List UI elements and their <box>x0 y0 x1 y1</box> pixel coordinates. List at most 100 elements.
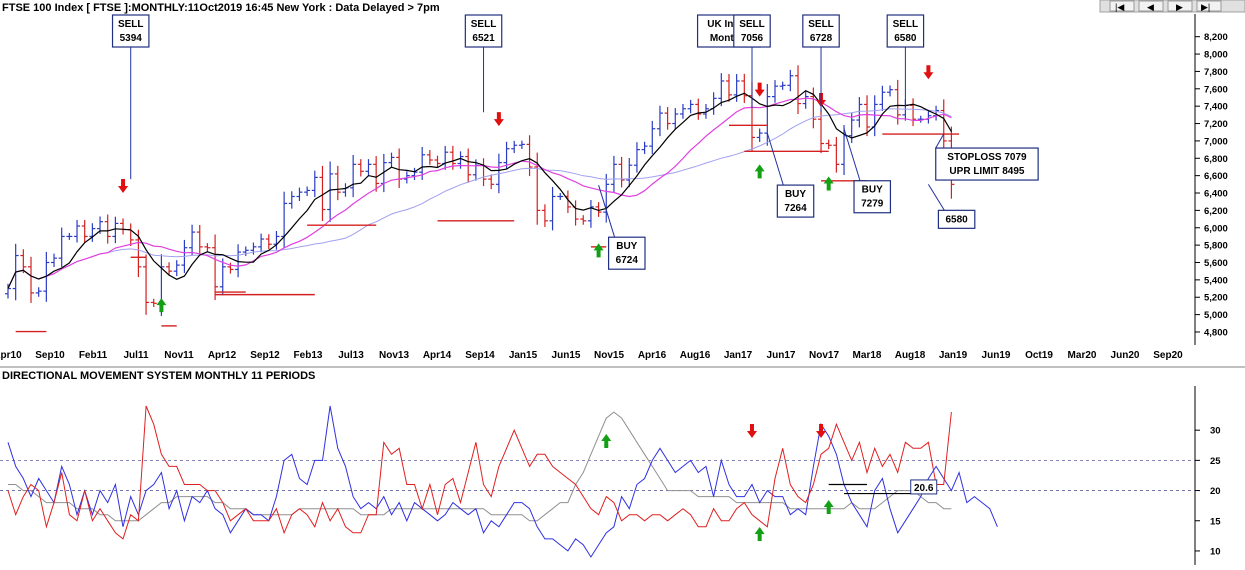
sell-arrow-icon <box>746 424 757 438</box>
buy-arrow-icon <box>823 176 834 191</box>
x-tick-label: Nov11 <box>164 350 194 361</box>
buy-arrow-icon-shape <box>754 527 765 541</box>
y-tick-label: 7,800 <box>1204 67 1228 78</box>
annotation-text: Monthly <box>710 33 749 44</box>
annotation-connector <box>766 132 784 186</box>
buy-arrow-icon <box>156 298 167 313</box>
buy-arrow-icon-shape <box>601 434 612 448</box>
x-tick-label: Sep10 <box>35 350 65 361</box>
x-tick-label: Jul11 <box>123 350 148 361</box>
annotation-text: SELL <box>808 19 834 30</box>
dmi-y-tick-label: 10 <box>1210 546 1221 557</box>
annotation-box: SELL 6728 <box>802 14 840 113</box>
annotation-text: BUY <box>862 185 883 196</box>
x-tick-label: Apr10 <box>0 350 22 361</box>
buy-arrow-icon-shape <box>754 164 765 179</box>
annotation-frame <box>853 180 892 214</box>
moving-average-short-line <box>7 89 952 289</box>
sell-arrow-icon <box>923 65 934 80</box>
dmi-value-label: 20.6 <box>910 479 938 495</box>
y-tick-label: 4,800 <box>1204 327 1228 338</box>
x-tick-label: Aug16 <box>680 350 711 361</box>
sell-arrow-icon-shape <box>493 112 504 127</box>
annotation-text: UPR LIMIT 8495 <box>949 166 1024 177</box>
annotation-box: SELL 6580 <box>886 14 925 107</box>
dmi-value-frame <box>910 479 938 495</box>
annotation-text: BUY <box>616 241 637 252</box>
x-tick-label: Jun20 <box>1111 350 1140 361</box>
x-tick-label: Apr14 <box>423 350 452 361</box>
annotation-text: SELL <box>893 19 919 30</box>
next-page-button[interactable]: ▶ <box>1167 0 1193 12</box>
dmi-value-text: 20.6 <box>914 483 934 494</box>
x-tick-label: Sep12 <box>250 350 280 361</box>
previous-page-button[interactable]: ◀ <box>1138 0 1164 12</box>
y-tick-label: 5,400 <box>1204 275 1228 286</box>
annotation-frame <box>937 209 976 229</box>
dmi-pane: 10 15 20 25 30 20.6 <box>0 386 1221 565</box>
sell-arrow-icon <box>493 112 504 127</box>
x-tick-label: Nov15 <box>594 350 624 361</box>
annotation-frame <box>935 147 1039 181</box>
svg-text:▶: ▶ <box>1176 2 1183 12</box>
y-tick-label: 6,200 <box>1204 206 1228 217</box>
sell-arrow-icon-shape <box>923 65 934 80</box>
x-tick-label: Apr12 <box>208 350 237 361</box>
annotation-box: SELL 5394 <box>111 14 150 180</box>
svg-text:◀: ◀ <box>1147 2 1154 12</box>
x-tick-label: Jun17 <box>767 350 796 361</box>
annotation-frame <box>111 14 150 48</box>
y-tick-label: 5,600 <box>1204 258 1228 269</box>
buy-arrow-icon <box>754 164 765 179</box>
price-pane: 4,800 5,000 5,200 5,400 5,600 5,800 6,000 6,200… <box>5 14 1228 345</box>
adx-line <box>8 411 952 522</box>
annotation-connector <box>598 185 616 238</box>
svg-text:▶|: ▶| <box>1201 2 1210 12</box>
x-tick-label: Feb13 <box>294 350 323 361</box>
dmi-y-tick-label: 20 <box>1210 486 1221 497</box>
annotation-text: 7056 <box>741 33 764 44</box>
x-tick-label: Jul13 <box>338 350 364 361</box>
x-tick-label: Aug18 <box>895 350 926 361</box>
chart-title: FTSE 100 Index [ FTSE ]:MONTHLY:11Oct201… <box>2 2 440 14</box>
x-tick-label: Jun15 <box>552 350 581 361</box>
buy-arrow-icon <box>593 243 604 258</box>
x-tick-label: Sep14 <box>465 350 495 361</box>
sell-arrow-icon-shape <box>816 424 827 438</box>
x-tick-label: Jan19 <box>939 350 968 361</box>
y-tick-label: 7,000 <box>1204 136 1228 147</box>
annotation-frame <box>886 14 925 48</box>
buy-arrow-icon <box>823 500 834 514</box>
y-tick-label: 7,200 <box>1204 119 1228 130</box>
buy-arrow-icon-shape <box>823 500 834 514</box>
annotation-text: 5394 <box>120 33 143 44</box>
x-tick-label: Oct19 <box>1025 350 1053 361</box>
annotation-box: SELL 7056 <box>733 14 771 108</box>
x-tick-label: Mar18 <box>853 350 882 361</box>
x-tick-label: Apr16 <box>638 350 667 361</box>
annotation-text: STOPLOSS 7079 <box>947 152 1027 163</box>
buy-arrow-icon <box>754 527 765 541</box>
sell-arrow-icon <box>754 82 765 97</box>
x-tick-label: Jan15 <box>509 350 538 361</box>
buy-arrow-icon-shape <box>156 298 167 313</box>
last-page-button[interactable]: ▶| <box>1196 0 1222 12</box>
sell-arrow-icon-shape <box>746 424 757 438</box>
y-tick-label: 6,000 <box>1204 223 1228 234</box>
minus-di-line <box>7 405 952 540</box>
annotation-box: STOPLOSS 7079 UPR LIMIT 8495 <box>935 133 1039 181</box>
annotation-box: 6580 <box>927 184 976 229</box>
annotation-frame <box>802 14 840 48</box>
dmi-title: DIRECTIONAL MOVEMENT SYSTEM MONTHLY 11 P… <box>2 370 315 382</box>
y-tick-label: 8,000 <box>1204 50 1228 61</box>
first-page-button[interactable]: |◀ <box>1109 0 1135 12</box>
annotation-text: SELL <box>471 19 497 30</box>
annotation-text: 6580 <box>894 33 917 44</box>
x-tick-label: Jan17 <box>724 350 753 361</box>
buy-arrow-icon <box>601 434 612 448</box>
annotation-connector <box>935 133 945 149</box>
buy-arrow-icon-shape <box>593 243 604 258</box>
y-tick-label: 6,400 <box>1204 189 1228 200</box>
